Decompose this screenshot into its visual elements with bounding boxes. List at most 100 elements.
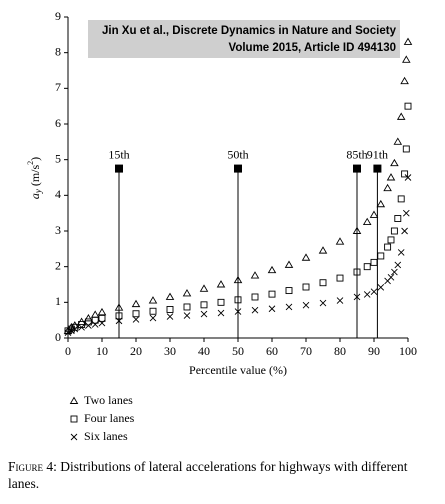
marker-square (319, 279, 327, 287)
marker-square (132, 310, 140, 318)
marker-square (401, 170, 409, 178)
marker-cross (91, 321, 99, 328)
marker-square (71, 323, 79, 331)
marker-square (390, 227, 398, 235)
marker-square (336, 274, 344, 282)
x-tick-label: 90 (368, 344, 380, 358)
marker-cross (251, 306, 259, 314)
y-axis-label: ay (m/s2) (26, 157, 43, 199)
marker-cross (166, 313, 174, 320)
caption-text: Distributions of lateral accelerations f… (8, 459, 408, 491)
marker-square (387, 236, 395, 244)
marker-cross (404, 174, 412, 181)
marker-triangle (165, 292, 175, 300)
marker-triangle (386, 173, 396, 181)
marker-triangle (250, 271, 260, 279)
marker-cross (336, 297, 344, 304)
marker-triangle (148, 296, 158, 304)
percentile-label: 15th (108, 147, 129, 161)
marker-cross (70, 433, 78, 441)
marker-triangle (90, 310, 100, 318)
marker-cross (363, 291, 371, 298)
percentile-marker (373, 164, 382, 173)
marker-square (91, 316, 99, 324)
y-tick-label: 3 (55, 223, 61, 237)
marker-cross (149, 314, 157, 322)
y-tick-label: 7 (55, 80, 61, 94)
marker-triangle (301, 253, 311, 261)
marker-triangle (182, 289, 192, 297)
marker-square (394, 215, 402, 222)
marker-cross (302, 301, 310, 309)
marker-square (70, 415, 78, 423)
marker-cross (319, 299, 327, 307)
marker-cross (268, 305, 276, 313)
marker-square (183, 303, 191, 311)
x-tick-label: 60 (266, 344, 278, 358)
marker-triangle (396, 112, 406, 120)
legend-label: Four lanes (84, 411, 135, 425)
legend-label: Six lanes (84, 429, 128, 443)
x-tick-label: 80 (334, 344, 346, 358)
marker-cross (402, 209, 410, 217)
y-tick-label: 6 (55, 116, 61, 130)
x-axis-label: Percentile value (%) (189, 363, 287, 377)
y-tick-label: 4 (55, 187, 61, 201)
marker-cross (370, 288, 378, 295)
marker-triangle (400, 76, 409, 85)
marker-cross (98, 319, 106, 327)
x-tick-label: 70 (300, 344, 312, 358)
marker-cross (183, 312, 191, 319)
marker-cross (387, 274, 395, 281)
marker-square (302, 283, 310, 291)
marker-cross (391, 268, 398, 276)
marker-cross (132, 316, 140, 323)
marker-triangle (403, 37, 413, 45)
percentile-marker (234, 164, 242, 173)
marker-square (149, 307, 157, 315)
y-label-part: a (28, 193, 42, 199)
y-tick-label: 0 (55, 330, 61, 344)
x-tick-label: 40 (198, 344, 210, 358)
marker-cross (85, 322, 92, 329)
percentile-marker (353, 164, 361, 173)
marker-triangle (362, 217, 372, 226)
chart: Jin Xu et al., Discrete Dynamics in Natu… (26, 9, 417, 443)
y-label-part: (m/s (28, 165, 42, 190)
marker-triangle (318, 246, 328, 254)
marker-square (397, 195, 405, 203)
percentile-marker (115, 164, 123, 173)
x-tick-label: 100 (399, 344, 417, 358)
y-tick-label: 8 (55, 44, 61, 58)
marker-square (98, 314, 106, 322)
marker-square (268, 290, 276, 298)
marker-square (377, 252, 385, 260)
caption: Figure 4: Distributions of lateral accel… (8, 458, 438, 492)
marker-triangle (69, 396, 79, 404)
caption-label: Figure 4: (8, 459, 57, 474)
marker-triangle (383, 183, 392, 192)
marker-square (166, 306, 174, 313)
y-tick-label: 9 (55, 9, 61, 23)
marker-square (402, 145, 410, 153)
x-tick-label: 30 (164, 344, 176, 358)
marker-triangle (97, 307, 107, 316)
marker-cross (217, 309, 225, 317)
y-label-part: 2 (26, 161, 35, 165)
source-box (88, 20, 400, 58)
marker-cross (71, 325, 79, 333)
marker-cross (401, 227, 408, 235)
marker-square (251, 293, 259, 301)
marker-triangle (393, 137, 403, 145)
y-tick-label: 5 (55, 151, 61, 165)
marker-square (285, 287, 293, 295)
percentile-label: 85th (346, 147, 367, 161)
marker-cross (200, 310, 208, 318)
percentile-label: 91th (367, 147, 388, 161)
marker-triangle (84, 313, 93, 322)
marker-square (363, 263, 371, 271)
x-tick-label: 10 (96, 344, 108, 358)
marker-triangle (402, 55, 411, 63)
marker-triangle (335, 237, 345, 245)
